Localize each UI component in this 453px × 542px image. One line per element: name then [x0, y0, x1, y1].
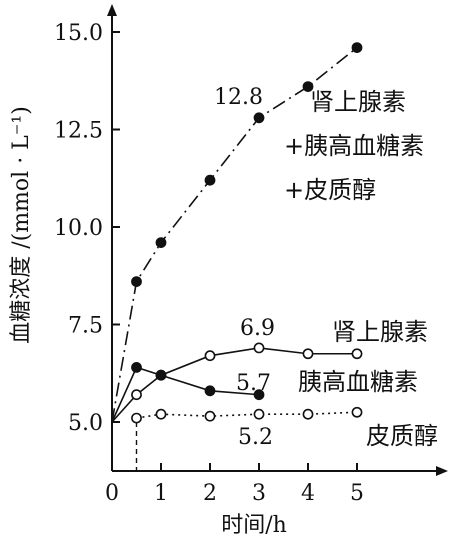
series-3-point-3 [253, 408, 265, 420]
series-1-point-1 [131, 389, 142, 401]
y-tick-label-4: 15.0 [54, 21, 103, 46]
series-2-point-3 [204, 385, 216, 397]
x-axis-title: 时间/h [221, 513, 287, 538]
series-2-point-4 [253, 389, 265, 401]
series-2-point-1 [131, 361, 142, 373]
x-tick-label-5: 5 [350, 481, 364, 506]
series-0-point-2 [155, 237, 167, 248]
series-0-point-3 [204, 174, 216, 186]
x-axis-arrow [436, 466, 448, 476]
series-label-combined-line2: +胰高血糖素 [284, 132, 424, 160]
x-tick-label-0: 0 [105, 481, 119, 506]
series-1-point-4 [253, 342, 265, 354]
series-label-glucagon: 胰高血糖素 [298, 368, 418, 396]
annotation-5-7: 5.7 [236, 371, 271, 396]
series-1-point-6 [351, 348, 363, 360]
series-label-combined-line3: +皮质醇 [284, 176, 376, 204]
y-tick-label-0: 5.0 [68, 411, 103, 436]
ticks: 0 1 2 3 4 5 5.0 7.5 10.0 12.5 15.0 [54, 21, 364, 506]
series-label-cortisol: 皮质醇 [366, 422, 438, 450]
series-markers [131, 42, 363, 424]
series-3-point-0 [131, 412, 142, 424]
annotation-5-2: 5.2 [238, 425, 273, 450]
series-label-epinephrine: 肾上腺素 [332, 318, 428, 346]
annotation-6-9: 6.9 [240, 316, 275, 341]
x-tick-label-4: 4 [301, 481, 315, 506]
annotation-12-8: 12.8 [214, 85, 263, 110]
series-0-point-1 [131, 276, 142, 287]
series-1-point-5 [302, 348, 314, 360]
series-0-point-4 [253, 112, 265, 124]
x-tick-label-3: 3 [252, 481, 266, 506]
x-tick-label-1: 1 [154, 481, 168, 506]
x-tick-label-2: 2 [203, 481, 217, 506]
y-axis-arrow [107, 4, 117, 16]
series-line-3 [136, 411, 358, 419]
y-tick-label-1: 7.5 [68, 314, 103, 339]
y-axis-title: 血糖浓度 /(mmol · L⁻¹) [9, 106, 34, 344]
series-3-point-1 [155, 408, 167, 420]
series-3-point-4 [302, 408, 314, 420]
labels: 时间/h 血糖浓度 /(mmol · L⁻¹) 肾上腺素 +胰高血糖素 +皮质醇… [9, 85, 438, 538]
series-label-combined-line1: 肾上腺素 [310, 88, 406, 116]
axes [107, 4, 448, 476]
series-1-point-3 [204, 350, 216, 362]
series-3-point-2 [204, 410, 216, 422]
series-2-point-2 [155, 369, 167, 381]
y-tick-label-2: 10.0 [54, 216, 103, 241]
series-0-point-5 [302, 81, 314, 92]
series-3-point-5 [351, 406, 363, 418]
series-0-point-6 [351, 42, 363, 53]
y-tick-label-3: 12.5 [54, 119, 103, 144]
